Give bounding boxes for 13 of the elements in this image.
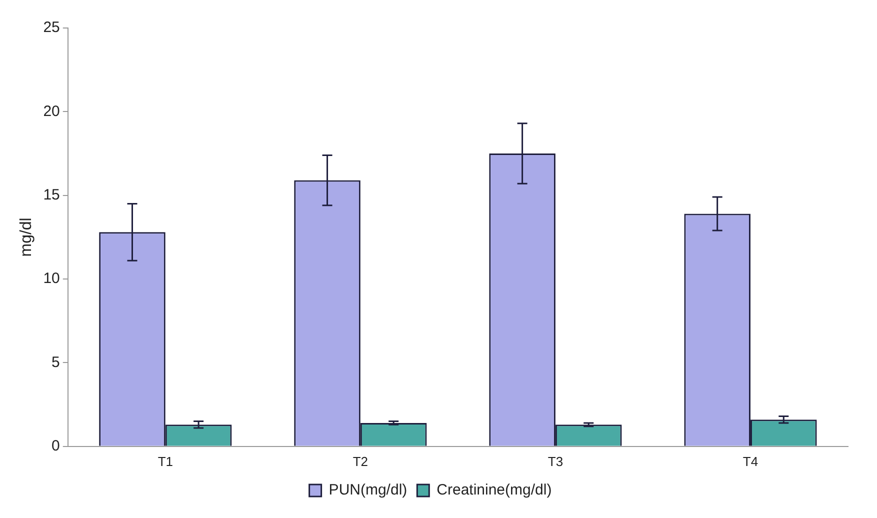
y-tick-label: 15 bbox=[43, 186, 60, 204]
y-tick-label: 10 bbox=[43, 270, 60, 288]
legend-label: PUN(mg/dl) bbox=[328, 482, 408, 499]
y-tick-label: 25 bbox=[43, 19, 60, 36]
x-tick-label: T4 bbox=[742, 454, 758, 469]
y-axis-title: mg/dl bbox=[18, 218, 36, 257]
x-tick-label: T1 bbox=[158, 454, 173, 469]
x-tick-label: T2 bbox=[352, 454, 368, 469]
y-tick-label: 5 bbox=[52, 354, 60, 371]
x-tick-label: T3 bbox=[548, 454, 564, 469]
y-tick-label: 20 bbox=[43, 102, 60, 120]
legend-label: Creatinine(mg/dl) bbox=[436, 482, 552, 499]
y-tick-label: 0 bbox=[52, 438, 60, 455]
